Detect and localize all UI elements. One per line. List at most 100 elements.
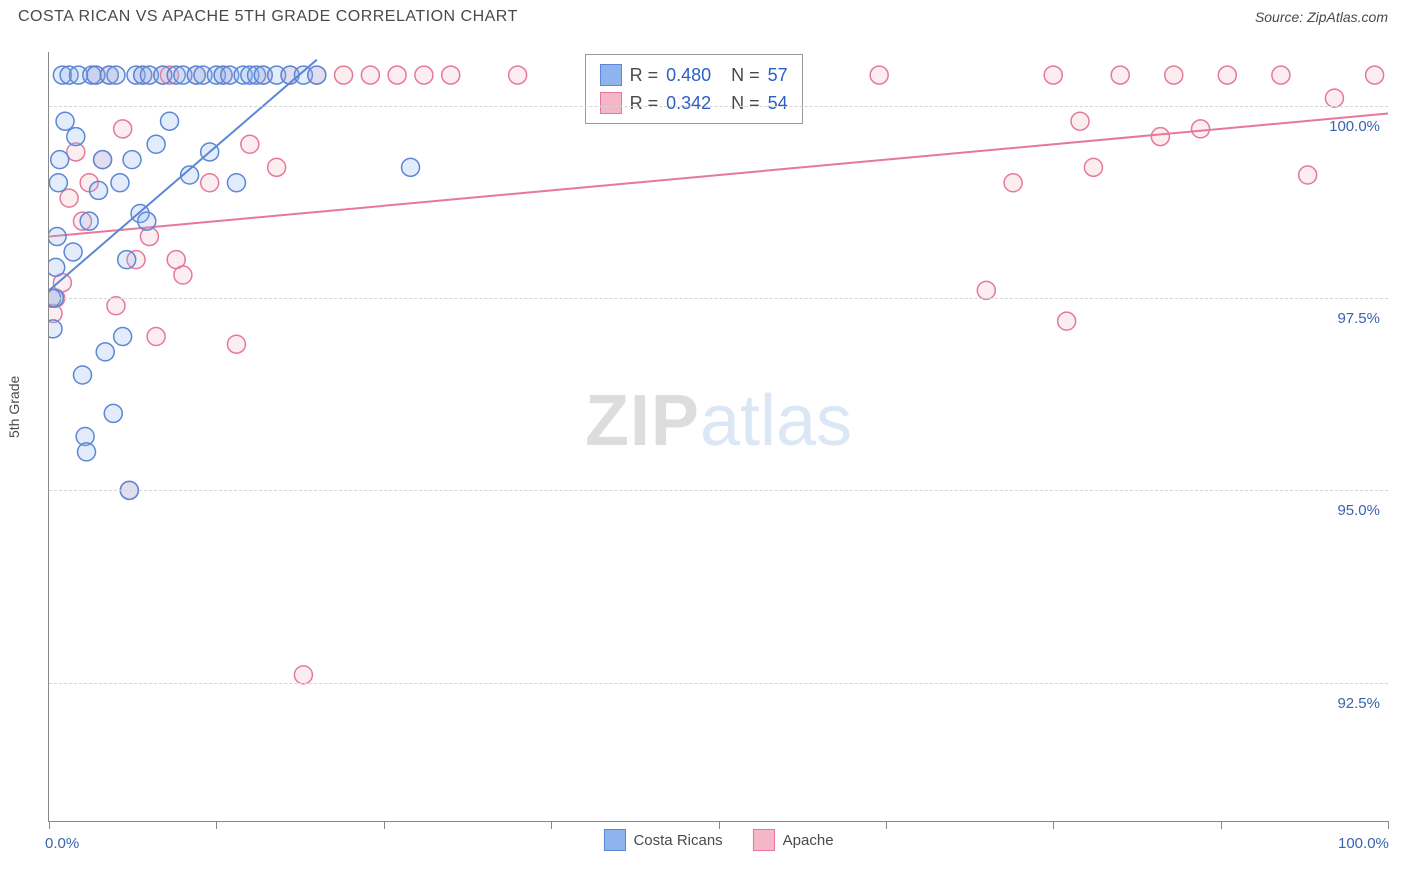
gridline bbox=[49, 106, 1388, 107]
data-point bbox=[111, 174, 129, 192]
data-point bbox=[49, 320, 62, 338]
data-point bbox=[161, 112, 179, 130]
data-point bbox=[114, 328, 132, 346]
y-tick-label: 95.0% bbox=[1337, 502, 1380, 519]
scatter-plot-svg bbox=[49, 52, 1388, 821]
gridline bbox=[49, 490, 1388, 491]
data-point bbox=[1299, 166, 1317, 184]
gridline bbox=[49, 683, 1388, 684]
data-point bbox=[80, 212, 98, 230]
x-tick bbox=[216, 821, 217, 829]
legend-label-costa-ricans: Costa Ricans bbox=[633, 832, 722, 849]
data-point bbox=[67, 128, 85, 146]
stat-n-apache: 54 bbox=[768, 89, 788, 117]
legend-item-apache: Apache bbox=[753, 829, 834, 851]
data-point bbox=[77, 443, 95, 461]
legend-item-costa-ricans: Costa Ricans bbox=[603, 829, 722, 851]
data-point bbox=[1366, 66, 1384, 84]
series-legend: Costa Ricans Apache bbox=[603, 829, 833, 851]
data-point bbox=[1165, 66, 1183, 84]
data-point bbox=[201, 174, 219, 192]
data-point bbox=[1218, 66, 1236, 84]
stats-row-apache: R = 0.342 N = 54 bbox=[600, 89, 788, 117]
stat-r-apache: 0.342 bbox=[666, 89, 711, 117]
swatch-apache bbox=[600, 92, 622, 114]
data-point bbox=[104, 404, 122, 422]
x-tick bbox=[384, 821, 385, 829]
data-point bbox=[268, 158, 286, 176]
data-point bbox=[174, 266, 192, 284]
data-point bbox=[147, 328, 165, 346]
data-point bbox=[56, 112, 74, 130]
y-axis-label: 5th Grade bbox=[6, 376, 22, 438]
data-point bbox=[1084, 158, 1102, 176]
data-point bbox=[60, 189, 78, 207]
data-point bbox=[114, 120, 132, 138]
data-point bbox=[64, 243, 82, 261]
data-point bbox=[241, 135, 259, 153]
data-point bbox=[107, 297, 125, 315]
data-point bbox=[147, 135, 165, 153]
data-point bbox=[361, 66, 379, 84]
gridline bbox=[49, 298, 1388, 299]
data-point bbox=[509, 66, 527, 84]
data-point bbox=[294, 666, 312, 684]
data-point bbox=[118, 251, 136, 269]
data-point bbox=[49, 174, 67, 192]
data-point bbox=[49, 258, 65, 276]
data-point bbox=[1192, 120, 1210, 138]
x-tick bbox=[551, 821, 552, 829]
stat-label-r: R = bbox=[630, 61, 659, 89]
data-point bbox=[442, 66, 460, 84]
x-tick-label: 100.0% bbox=[1338, 835, 1389, 852]
stat-r-costa-ricans: 0.480 bbox=[666, 61, 711, 89]
data-point bbox=[870, 66, 888, 84]
swatch-costa-ricans bbox=[600, 64, 622, 86]
data-point bbox=[1004, 174, 1022, 192]
stats-legend: R = 0.480 N = 57 R = 0.342 N = 54 bbox=[585, 54, 803, 124]
data-point bbox=[415, 66, 433, 84]
swatch-apache bbox=[753, 829, 775, 851]
y-tick-label: 92.5% bbox=[1337, 695, 1380, 712]
data-point bbox=[51, 151, 69, 169]
data-point bbox=[335, 66, 353, 84]
data-point bbox=[73, 366, 91, 384]
swatch-costa-ricans bbox=[603, 829, 625, 851]
data-point bbox=[1272, 66, 1290, 84]
x-tick bbox=[49, 821, 50, 829]
y-tick-label: 100.0% bbox=[1329, 118, 1380, 135]
data-point bbox=[90, 181, 108, 199]
data-point bbox=[308, 66, 326, 84]
data-point bbox=[138, 212, 156, 230]
chart-title: COSTA RICAN VS APACHE 5TH GRADE CORRELAT… bbox=[18, 8, 518, 26]
data-point bbox=[94, 151, 112, 169]
x-tick bbox=[719, 821, 720, 829]
x-tick bbox=[886, 821, 887, 829]
stat-label-n: N = bbox=[731, 89, 760, 117]
data-point bbox=[96, 343, 114, 361]
y-tick-label: 97.5% bbox=[1337, 310, 1380, 327]
data-point bbox=[977, 281, 995, 299]
data-point bbox=[123, 151, 141, 169]
data-point bbox=[1111, 66, 1129, 84]
x-tick bbox=[1221, 821, 1222, 829]
data-point bbox=[1071, 112, 1089, 130]
data-point bbox=[49, 228, 66, 246]
data-point bbox=[402, 158, 420, 176]
x-tick bbox=[1053, 821, 1054, 829]
data-point bbox=[1325, 89, 1343, 107]
chart-plot-area: ZIPatlas R = 0.480 N = 57 R = 0.342 N = … bbox=[48, 52, 1388, 822]
chart-source: Source: ZipAtlas.com bbox=[1255, 9, 1388, 25]
stats-row-costa-ricans: R = 0.480 N = 57 bbox=[600, 61, 788, 89]
stat-n-costa-ricans: 57 bbox=[768, 61, 788, 89]
legend-label-apache: Apache bbox=[783, 832, 834, 849]
x-tick bbox=[1388, 821, 1389, 829]
data-point bbox=[388, 66, 406, 84]
stat-label-n: N = bbox=[731, 61, 760, 89]
data-point bbox=[227, 335, 245, 353]
data-point bbox=[227, 174, 245, 192]
chart-header: COSTA RICAN VS APACHE 5TH GRADE CORRELAT… bbox=[0, 0, 1406, 30]
data-point bbox=[1044, 66, 1062, 84]
stat-label-r: R = bbox=[630, 89, 659, 117]
data-point bbox=[1058, 312, 1076, 330]
